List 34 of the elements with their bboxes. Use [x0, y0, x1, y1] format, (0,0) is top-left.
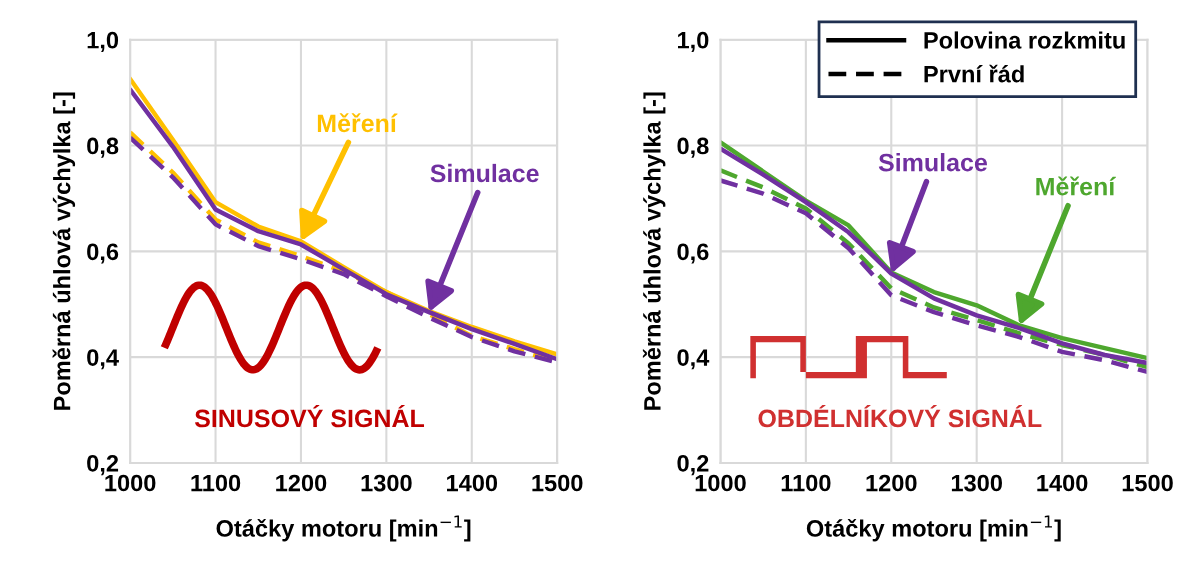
text: Měření [317, 113, 398, 133]
legend-label: Polovina rozkmitu [924, 31, 1125, 49]
y-tick-label: 1,0 [678, 31, 709, 52]
y-tick-label: 0,4 [87, 349, 119, 370]
y-tick-label: 0,6 [677, 243, 709, 264]
y-tick-label: 0,6 [87, 243, 119, 264]
y-tick-label: 0,2 [677, 454, 709, 476]
x-tick-label: 1300 [361, 474, 412, 492]
x-tick-label: 1000 [105, 474, 156, 492]
text: Simulace [430, 163, 539, 183]
x-tick-label: 1100 [781, 474, 831, 492]
y-tick-label: 1,0 [87, 31, 119, 52]
annotation: OBDÉLNÍKOVÝ SIGNÁL [758, 404, 1042, 428]
x-axis-title: Otáčky motoru [min$^{−1}$] [806, 515, 1061, 542]
x-tick-label: 1500 [1122, 474, 1173, 492]
x-tick-label: 1100 [191, 474, 241, 492]
y-tick-label: 0,8 [87, 137, 119, 158]
y-tick-label: 0,2 [87, 454, 119, 476]
text: Simulace [878, 153, 987, 172]
text: Měření [1036, 176, 1116, 196]
x-tick-label: 1400 [447, 474, 498, 492]
x-tick-label: 1500 [532, 474, 583, 492]
x-tick-label: 1400 [1037, 474, 1088, 492]
x-tick-label: 1200 [276, 474, 327, 492]
x-tick-label: 1300 [951, 474, 1002, 492]
y-axis-title: Poměrná úhlová výchylka [-] [642, 92, 666, 410]
annotation: SINUSOVÝ SIGNÁL [194, 404, 425, 428]
y-axis-title: Poměrná úhlová výchylka [-] [52, 92, 76, 410]
x-tick-label: 1200 [866, 474, 917, 492]
y-tick-label: 0,4 [677, 349, 710, 370]
x-tick-label: 1000 [695, 474, 746, 492]
x-axis-title: Otáčky motoru [min$^{−1}$] [216, 515, 471, 542]
y-tick-label: 0,8 [677, 137, 709, 158]
legend-label: První řád [924, 64, 1024, 83]
